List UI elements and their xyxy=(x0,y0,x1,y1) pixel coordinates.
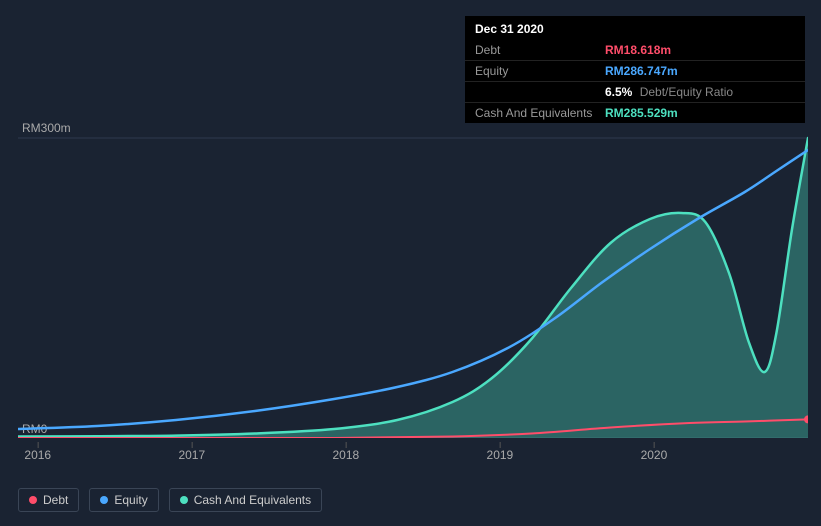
x-axis-tick: 2018 xyxy=(332,448,359,462)
tooltip-row-value: RM286.747m xyxy=(605,64,678,78)
legend-item-label: Cash And Equivalents xyxy=(194,493,311,507)
tooltip-row-label xyxy=(475,85,605,99)
tooltip-row-sublabel: Debt/Equity Ratio xyxy=(636,85,733,99)
x-axis-tick-mark xyxy=(38,442,39,448)
legend-dot-icon xyxy=(100,496,108,504)
x-axis: 2016 2017 2018 2019 2020 xyxy=(18,440,808,460)
legend-item-label: Debt xyxy=(43,493,68,507)
x-axis-tick-label: 2019 xyxy=(487,448,514,462)
tooltip-row: Cash And EquivalentsRM285.529m xyxy=(465,103,805,123)
legend-item-label: Equity xyxy=(114,493,147,507)
x-axis-tick: 2019 xyxy=(487,448,514,462)
legend-dot-icon xyxy=(180,496,188,504)
chart-legend: Debt Equity Cash And Equivalents xyxy=(18,488,322,512)
tooltip-row: DebtRM18.618m xyxy=(465,40,805,61)
x-axis-tick: 2016 xyxy=(24,448,51,462)
tooltip-row: EquityRM286.747m xyxy=(465,61,805,82)
x-axis-tick-label: 2016 xyxy=(24,448,51,462)
tooltip-row-label: Debt xyxy=(475,43,605,57)
legend-dot-icon xyxy=(29,496,37,504)
tooltip-row: 6.5% Debt/Equity Ratio xyxy=(465,82,805,103)
tooltip-row-value: RM285.529m xyxy=(605,106,678,120)
tooltip-row-label: Cash And Equivalents xyxy=(475,106,605,120)
x-axis-tick-label: 2018 xyxy=(332,448,359,462)
x-axis-tick-mark xyxy=(192,442,193,448)
x-axis-tick-mark xyxy=(654,442,655,448)
x-axis-tick-mark xyxy=(500,442,501,448)
x-axis-tick: 2020 xyxy=(641,448,668,462)
x-axis-tick-label: 2017 xyxy=(178,448,205,462)
x-axis-tick-label: 2020 xyxy=(641,448,668,462)
x-axis-tick-mark xyxy=(346,442,347,448)
chart-container: Dec 31 2020 DebtRM18.618mEquityRM286.747… xyxy=(0,0,821,526)
legend-item[interactable]: Cash And Equivalents xyxy=(169,488,322,512)
tooltip-date: Dec 31 2020 xyxy=(465,16,805,40)
x-axis-tick: 2017 xyxy=(178,448,205,462)
tooltip-row-value: 6.5% Debt/Equity Ratio xyxy=(605,85,733,99)
tooltip-row-label: Equity xyxy=(475,64,605,78)
chart-tooltip: Dec 31 2020 DebtRM18.618mEquityRM286.747… xyxy=(465,16,805,123)
legend-item[interactable]: Debt xyxy=(18,488,79,512)
legend-item[interactable]: Equity xyxy=(89,488,158,512)
tooltip-row-value: RM18.618m xyxy=(605,43,671,57)
chart-svg xyxy=(18,118,808,438)
chart-plot-area xyxy=(18,118,808,458)
